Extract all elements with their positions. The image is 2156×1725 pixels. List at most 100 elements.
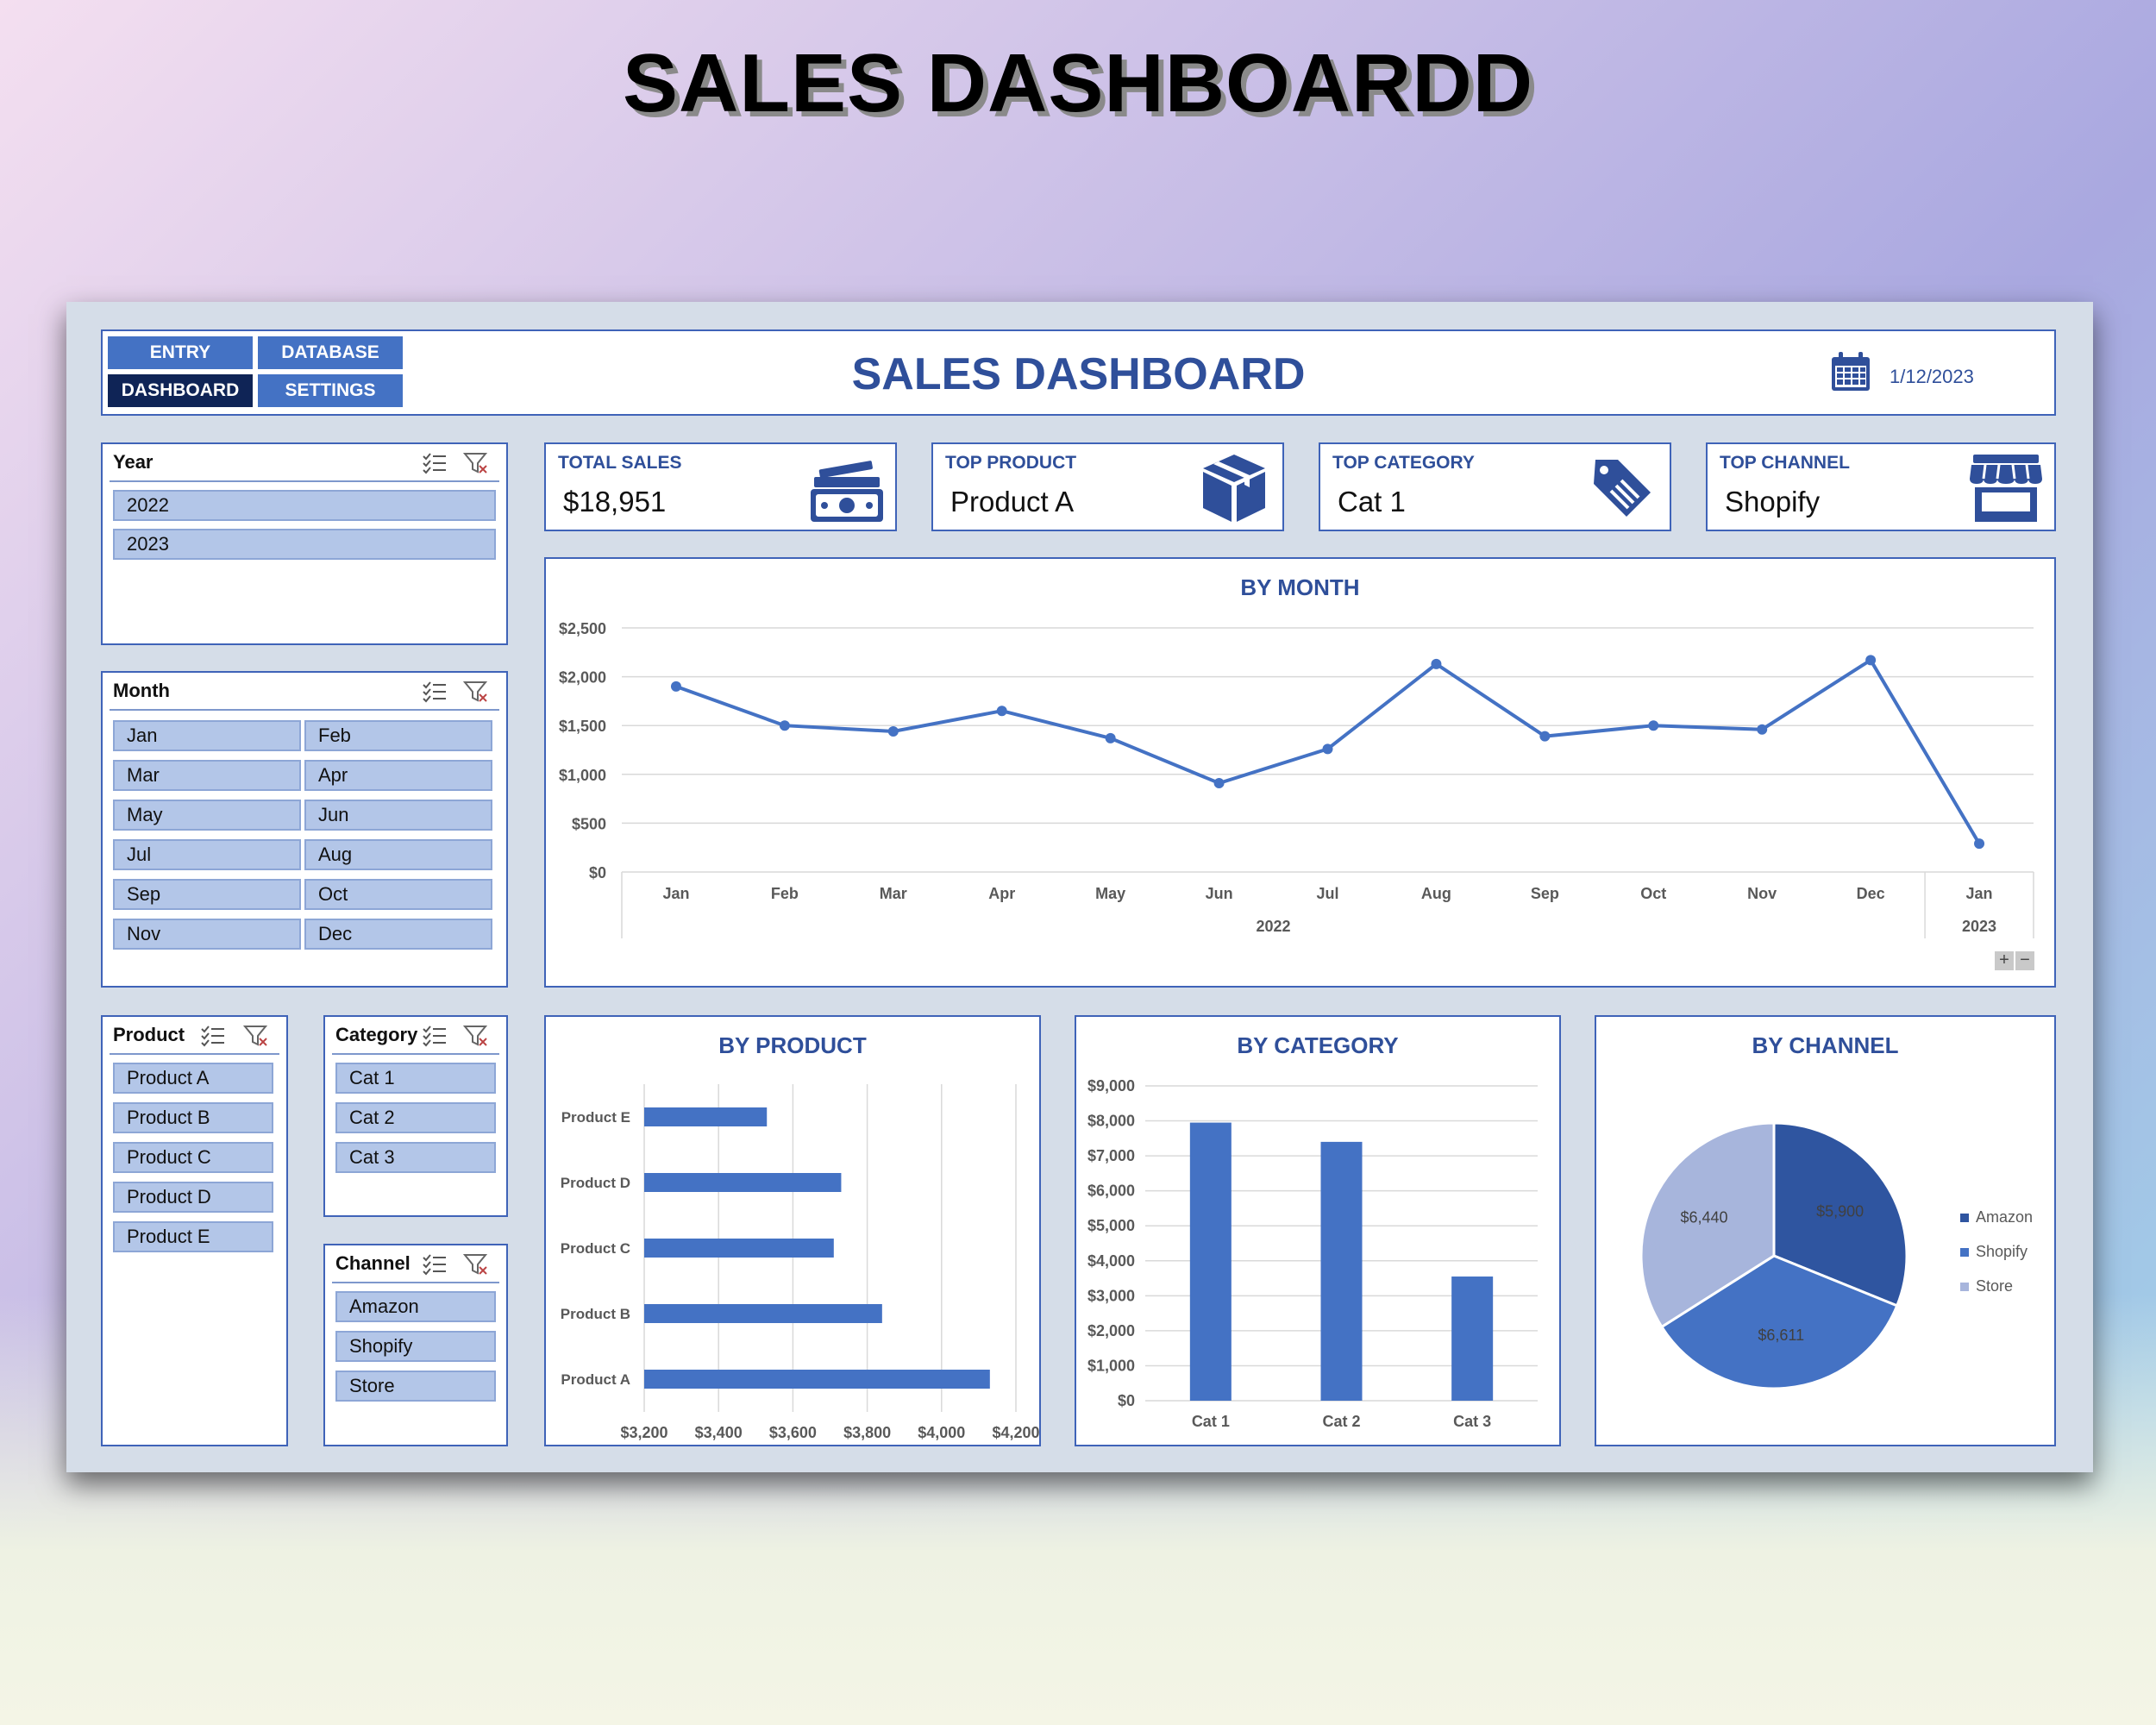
slicer-item-jan[interactable]: Jan	[113, 720, 301, 751]
legend-swatch	[1960, 1248, 1969, 1257]
data-point	[1431, 658, 1442, 669]
category-slicer: Category Cat 1 Cat 2 Cat 3	[323, 1015, 508, 1217]
slicer-divider	[332, 1053, 499, 1055]
x-tick-label: $3,800	[843, 1424, 891, 1441]
multi-select-icon[interactable]	[422, 1024, 448, 1048]
x-tick-label: $4,200	[992, 1424, 1039, 1441]
legend-swatch	[1960, 1283, 1969, 1291]
slicer-item-feb[interactable]: Feb	[304, 720, 492, 751]
x-tick-label: Feb	[771, 885, 799, 902]
y-tick-label: $1,500	[559, 718, 606, 735]
slicer-item-product-b[interactable]: Product B	[113, 1102, 273, 1133]
bar	[644, 1107, 768, 1126]
header-bar: ENTRY DATABASE DASHBOARD SETTINGS SALES …	[101, 329, 2056, 416]
slicer-title: Category	[335, 1024, 418, 1045]
slicer-item-2023[interactable]: 2023	[113, 529, 496, 560]
kpi-value: Cat 1	[1338, 486, 1406, 518]
slicer-item-2022[interactable]: 2022	[113, 490, 496, 521]
box-icon	[1203, 455, 1265, 522]
dashboard-button[interactable]: DASHBOARD	[108, 374, 253, 407]
clear-filter-icon[interactable]	[463, 680, 489, 704]
slicer-item-product-d[interactable]: Product D	[113, 1182, 273, 1213]
slicer-item-sep[interactable]: Sep	[113, 879, 301, 910]
data-point	[779, 720, 790, 731]
slicer-item-cat-3[interactable]: Cat 3	[335, 1142, 496, 1173]
tag-icon	[1594, 460, 1651, 517]
bar	[644, 1304, 882, 1323]
y-tick-label: $0	[589, 864, 606, 881]
x-tick-label: Jan	[662, 885, 689, 902]
legend-swatch	[1960, 1214, 1969, 1222]
data-point	[1648, 720, 1659, 731]
slicer-item-may[interactable]: May	[113, 800, 301, 831]
slicer-item-jun[interactable]: Jun	[304, 800, 492, 831]
chart-title: BY CATEGORY	[1237, 1032, 1399, 1058]
kpi-value: Product A	[950, 486, 1075, 518]
x-tick-label: Mar	[880, 885, 907, 902]
collapse-button[interactable]: −	[2015, 951, 2034, 970]
bar	[1320, 1141, 1363, 1401]
data-point	[887, 725, 899, 737]
data-label: $5,900	[1816, 1202, 1864, 1220]
by-product-chart: BY PRODUCT $3,200 $3,400 $3,600 $3,800 $4,00…	[544, 1015, 1041, 1446]
slicer-item-oct[interactable]: Oct	[304, 879, 492, 910]
x-tick-label: Dec	[1857, 885, 1885, 902]
x-tick-label: Jun	[1206, 885, 1233, 902]
slicer-item-store[interactable]: Store	[335, 1371, 496, 1402]
chart-title: BY CHANNEL	[1752, 1032, 1899, 1058]
slicer-item-cat-2[interactable]: Cat 2	[335, 1102, 496, 1133]
kpi-label: TOP PRODUCT	[945, 453, 1077, 473]
slicer-item-shopify[interactable]: Shopify	[335, 1331, 496, 1362]
page-title: SALES DASHBOARD	[851, 349, 1306, 399]
slicer-item-apr[interactable]: Apr	[304, 760, 492, 791]
legend-label: Store	[1976, 1277, 2013, 1295]
database-button[interactable]: DATABASE	[258, 336, 403, 369]
kpi-top-product: TOP PRODUCT Product A	[931, 442, 1284, 531]
multi-select-icon[interactable]	[422, 680, 448, 704]
clear-filter-icon[interactable]	[463, 1024, 489, 1048]
y-tick-label: $500	[572, 815, 606, 832]
kpi-top-channel: TOP CHANNEL Shopify	[1706, 442, 2056, 531]
x-tick-label: $3,400	[695, 1424, 743, 1441]
multi-select-icon[interactable]	[422, 1252, 448, 1276]
slicer-item-jul[interactable]: Jul	[113, 839, 301, 870]
bar	[644, 1173, 842, 1192]
data-label: $6,611	[1758, 1327, 1804, 1344]
y-tick-label: $7,000	[1087, 1147, 1135, 1164]
slicer-item-amazon[interactable]: Amazon	[335, 1291, 496, 1322]
slicer-item-product-e[interactable]: Product E	[113, 1221, 273, 1252]
data-point	[996, 706, 1007, 717]
kpi-label: TOP CATEGORY	[1332, 453, 1475, 473]
clear-filter-icon[interactable]	[243, 1024, 269, 1048]
data-point	[1539, 731, 1551, 742]
settings-button[interactable]: SETTINGS	[258, 374, 403, 407]
y-tick-label: Product B	[561, 1306, 630, 1322]
column-chart-svg: $0 $1,000 $2,000 $3,000 $4,000 $5,000 $6,000 $7…	[1087, 1077, 1538, 1430]
bar	[644, 1370, 990, 1389]
y-tick-label: $5,000	[1087, 1217, 1135, 1234]
slicer-item-aug[interactable]: Aug	[304, 839, 492, 870]
bar	[644, 1239, 834, 1258]
slicer-item-cat-1[interactable]: Cat 1	[335, 1063, 496, 1094]
calendar-icon[interactable]	[1829, 350, 1872, 393]
entry-button[interactable]: ENTRY	[108, 336, 253, 369]
slicer-item-mar[interactable]: Mar	[113, 760, 301, 791]
data-point	[1105, 732, 1116, 743]
pie-slice	[1659, 1254, 1899, 1390]
multi-select-icon[interactable]	[422, 451, 448, 475]
slicer-item-nov[interactable]: Nov	[113, 919, 301, 950]
expand-button[interactable]: +	[1995, 951, 2014, 970]
y-tick-label: $1,000	[1087, 1357, 1135, 1374]
kpi-value: Shopify	[1725, 486, 1821, 518]
slicer-item-product-a[interactable]: Product A	[113, 1063, 273, 1094]
money-icon	[811, 461, 883, 522]
x-tick-label: Cat 1	[1192, 1413, 1230, 1430]
slicer-item-product-c[interactable]: Product C	[113, 1142, 273, 1173]
clear-filter-icon[interactable]	[463, 451, 489, 475]
data-point	[1322, 743, 1333, 755]
slicer-item-dec[interactable]: Dec	[304, 919, 492, 950]
multi-select-icon[interactable]	[200, 1024, 226, 1048]
by-channel-chart: BY CHANNEL $5,900 $6,611 $6,440 Amazon Shopi…	[1595, 1015, 2056, 1446]
bar-chart-svg: $3,200 $3,400 $3,600 $3,800 $4,000 $4,200 Prod…	[561, 1084, 1039, 1441]
clear-filter-icon[interactable]	[463, 1252, 489, 1276]
